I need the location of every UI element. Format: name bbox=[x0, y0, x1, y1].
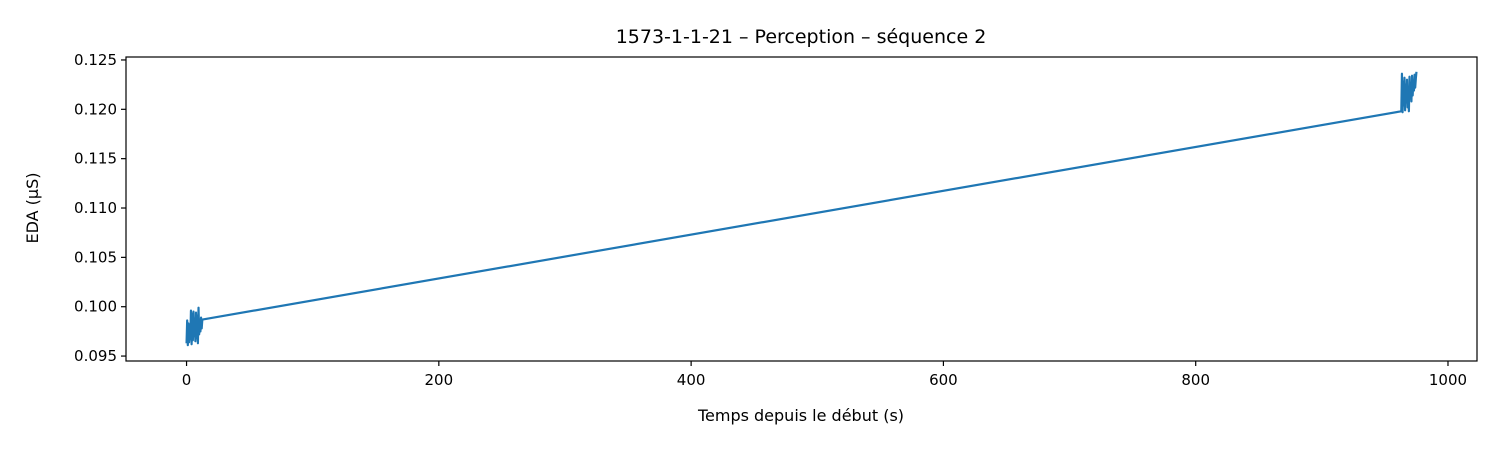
x-tick-label: 1000 bbox=[1429, 371, 1467, 389]
series-line-0 bbox=[185, 71, 1418, 347]
y-tick-label: 0.105 bbox=[74, 248, 117, 266]
y-axis-title: EDA (µS) bbox=[23, 173, 42, 244]
plot-frame bbox=[125, 56, 1478, 362]
x-tick-label: 800 bbox=[1181, 371, 1210, 389]
y-tick-label: 0.125 bbox=[74, 51, 117, 69]
plot-area bbox=[185, 71, 1418, 347]
chart-title: 1573-1-1-21 – Perception – séquence 2 bbox=[616, 26, 987, 48]
y-tick-label: 0.095 bbox=[74, 347, 117, 365]
x-tick-label: 400 bbox=[677, 371, 706, 389]
x-tick-label: 0 bbox=[182, 371, 192, 389]
y-tick-label: 0.110 bbox=[74, 199, 117, 217]
y-tick-label: 0.100 bbox=[74, 298, 117, 316]
axes: 0 200 400 600 800 1000 0.095 0.100 0.105 0.110 0.1… bbox=[74, 51, 1478, 389]
x-tick-label: 200 bbox=[425, 371, 454, 389]
x-axis-title: Temps depuis le début (s) bbox=[697, 406, 904, 425]
y-tick-label: 0.120 bbox=[74, 100, 117, 118]
x-tick-label: 600 bbox=[929, 371, 958, 389]
y-tick-label: 0.115 bbox=[74, 150, 117, 168]
